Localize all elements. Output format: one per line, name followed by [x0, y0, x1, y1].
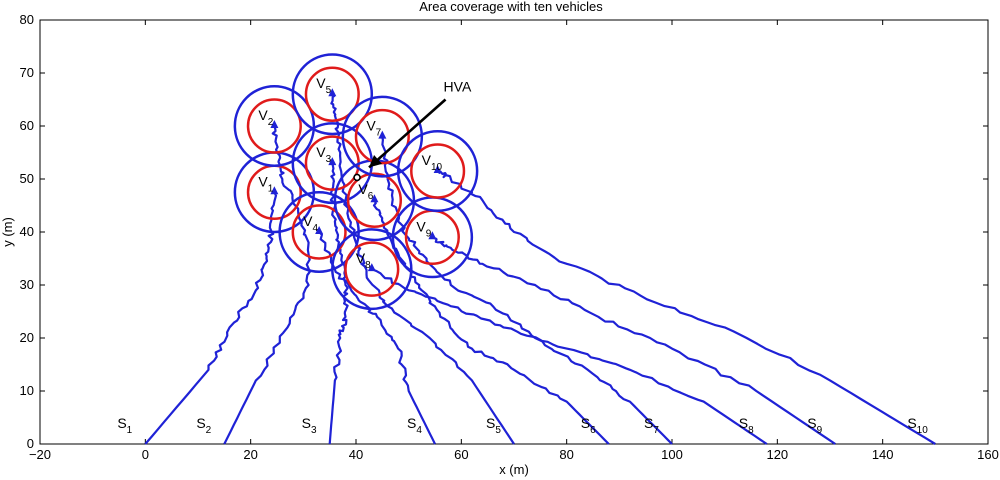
- vehicle-marker: [370, 194, 379, 203]
- vehicle-path: [431, 236, 836, 445]
- chart-title: Area coverage with ten vehicles: [419, 0, 603, 14]
- start-label: S5: [486, 415, 501, 436]
- inner-coverage-circle: [354, 108, 410, 165]
- vehicle-path: [223, 125, 312, 445]
- vehicle-label: V6: [358, 181, 373, 202]
- outer-coverage-circle: [396, 130, 479, 213]
- x-tick-label: 20: [243, 447, 257, 462]
- hva-arrow: [368, 98, 447, 169]
- vehicle-marker: [328, 157, 337, 166]
- hva-arrowhead: [369, 154, 383, 168]
- y-tick-label: 30: [20, 277, 34, 292]
- y-tick-label: 0: [27, 436, 34, 451]
- inner-coverage-circle: [344, 241, 400, 297]
- start-label: S3: [302, 415, 317, 436]
- inner-coverage-circle: [304, 66, 360, 122]
- x-tick-label: 100: [661, 447, 683, 462]
- inner-coverage-circle: [291, 204, 347, 260]
- x-tick-label: 160: [977, 447, 999, 462]
- outer-coverage-circle: [233, 85, 316, 167]
- y-tick-label: 80: [20, 12, 34, 27]
- inner-coverage-circle: [246, 98, 302, 154]
- x-tick-label: 140: [872, 447, 894, 462]
- hva-label: HVA: [444, 79, 472, 95]
- vehicle-path: [328, 162, 349, 445]
- x-tick-label: 60: [454, 447, 468, 462]
- x-tick-label: 40: [349, 447, 363, 462]
- y-tick-label: 70: [20, 65, 34, 80]
- vehicle-label: V7: [366, 118, 381, 139]
- y-tick-label: 20: [20, 330, 34, 345]
- x-axis-label: x (m): [499, 462, 529, 477]
- vehicle-marker: [315, 226, 324, 234]
- y-tick-label: 60: [20, 118, 34, 133]
- vehicle-marker: [270, 186, 279, 195]
- outer-coverage-circle: [331, 228, 413, 311]
- hva-point: [353, 173, 361, 182]
- vehicle-label: V1: [258, 173, 273, 194]
- vehicle-label: V9: [416, 218, 431, 239]
- outer-coverage-circle: [341, 95, 424, 178]
- vehicle-path: [371, 268, 768, 445]
- y-tick-label: 10: [20, 383, 34, 398]
- inner-coverage-circle: [410, 143, 466, 199]
- start-label: S10: [907, 415, 928, 436]
- vehicle-path: [381, 136, 673, 445]
- x-tick-label: 80: [559, 447, 573, 462]
- start-label: S4: [407, 415, 422, 436]
- y-tick-label: 40: [20, 224, 34, 239]
- start-label: S1: [117, 415, 132, 436]
- coverage-circles: [233, 53, 479, 311]
- vehicle-label: V5: [316, 75, 331, 96]
- outer-coverage-circle: [291, 53, 374, 136]
- x-axis-ticks: −20 0 20 40 60 80 100 120 140 160: [29, 20, 999, 462]
- x-tick-label: −20: [29, 447, 51, 462]
- start-label: S8: [739, 415, 754, 436]
- inner-coverage-circle: [346, 172, 403, 228]
- vehicle-label: V10: [422, 152, 443, 173]
- vehicle-marker: [367, 263, 376, 272]
- vehicle-label: V3: [316, 144, 331, 165]
- vehicle-labels: V1 S1 V2 S2 V3 S3 V4 S4 V5 S5 V6 S6 V7 S7 V8 S8 V9 S9 V10 S…: [117, 75, 928, 436]
- x-tick-label: 0: [142, 447, 149, 462]
- vehicle-marker: [378, 130, 387, 139]
- vehicle-label: V8: [356, 250, 371, 271]
- y-axis-ticks: 0 10 20 30 40 50 60 70 80: [20, 12, 988, 451]
- y-tick-label: 50: [20, 171, 34, 186]
- vehicle-marker: [328, 88, 337, 97]
- vehicle-label: V4: [303, 213, 318, 234]
- hva-annotation: HVA: [353, 79, 472, 182]
- start-label: S9: [807, 415, 822, 436]
- start-label: S2: [196, 415, 211, 436]
- vehicle-marker: [270, 120, 279, 128]
- vehicle-label: V2: [258, 107, 273, 128]
- x-tick-label: 120: [766, 447, 788, 462]
- start-label: S7: [644, 415, 659, 436]
- vehicle-marker: [428, 231, 437, 240]
- start-label: S6: [581, 415, 596, 436]
- vehicle-marker: [433, 165, 442, 174]
- y-axis-label: y (m): [0, 217, 15, 247]
